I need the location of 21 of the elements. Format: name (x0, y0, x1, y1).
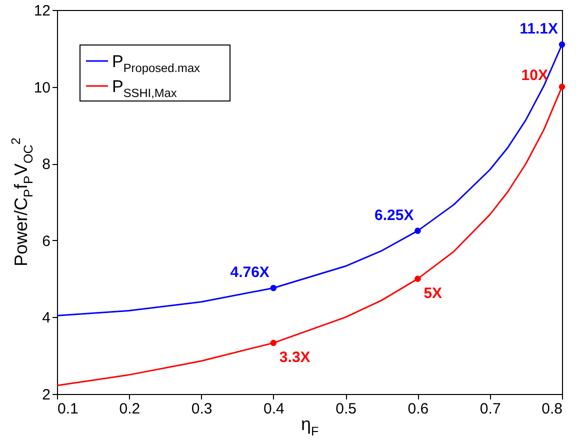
x-tick-label: 0.2 (119, 400, 140, 418)
x-tick-label: 0.7 (480, 400, 501, 418)
annotation: 3.3X (279, 348, 310, 366)
y-tick-label: 4 (42, 310, 50, 327)
x-tick-label: 0.4 (264, 400, 284, 418)
x-tick-label: 0.1 (58, 400, 78, 418)
y-axis-title: Power/CPfPVOC2 (8, 138, 36, 266)
annotation: 11.1X (520, 20, 558, 38)
y-tick-label: 12 (34, 2, 50, 20)
y-tick-label: 8 (42, 156, 50, 174)
y-tick-label: 10 (34, 79, 50, 96)
y-tick-label: 6 (42, 232, 50, 250)
x-tick-label: 0.6 (408, 400, 429, 418)
x-tick-label: 0.5 (336, 400, 356, 418)
annotation: 10X (521, 66, 548, 84)
x-tick-label: 0.8 (542, 400, 562, 418)
annotation: 4.76X (230, 264, 270, 282)
y-tick-label: 2 (42, 386, 50, 404)
x-tick-label: 0.3 (191, 400, 212, 418)
annotation: 5X (424, 284, 442, 302)
annotation: 6.25X (374, 206, 414, 224)
